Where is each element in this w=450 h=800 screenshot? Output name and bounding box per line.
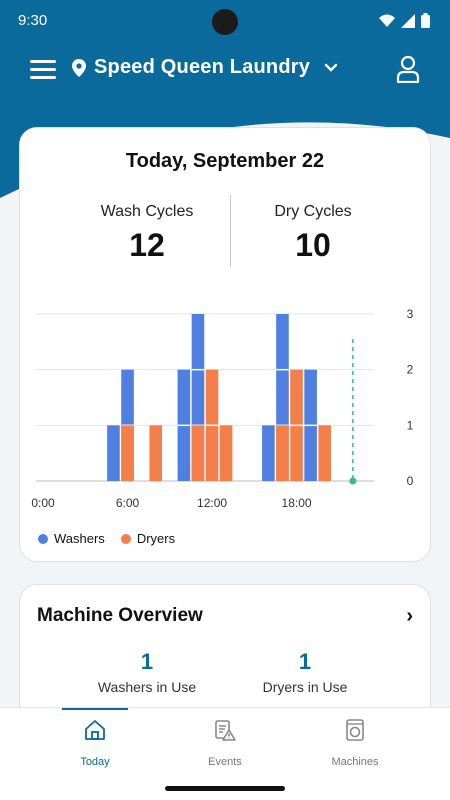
tab-today-label: Today [80, 756, 110, 768]
location-selector[interactable]: Speed Queen Laundry [72, 56, 338, 79]
dryers-in-use: 1 Dryers in Use [225, 649, 385, 695]
x-tick-label: 18:00 [282, 496, 312, 510]
tab-today[interactable]: Today [30, 708, 160, 778]
home-indicator [165, 786, 285, 791]
wash-cycles-value: 12 [129, 227, 165, 263]
camera-cutout [212, 9, 238, 35]
battery-icon [421, 13, 430, 28]
washing-machine-icon [346, 719, 364, 741]
tab-machines-label: Machines [331, 756, 379, 768]
status-icons [379, 13, 430, 28]
tab-machines[interactable]: Machines [290, 708, 420, 778]
home-icon [85, 720, 105, 740]
profile-button[interactable] [396, 55, 420, 88]
y-tick-label: 3 [407, 307, 414, 321]
tab-events-label: Events [208, 756, 242, 768]
location-pin-icon [72, 58, 86, 77]
washers-in-use: 1 Washers in Use [67, 649, 227, 695]
bar-washers [262, 425, 275, 481]
bottom-navigation: Today Events Machines [0, 707, 450, 800]
signal-icon [401, 13, 415, 28]
chevron-down-icon [324, 63, 338, 72]
chart-legend: Washers Dryers [38, 531, 175, 546]
tab-events[interactable]: Events [160, 708, 290, 778]
current-time-dot [349, 477, 357, 485]
legend-label-washers: Washers [54, 531, 105, 546]
stat-divider [230, 195, 231, 267]
dry-cycles-stat: Dry Cycles 10 [223, 203, 403, 264]
legend-washers: Washers [38, 531, 105, 546]
status-bar: 9:30 [0, 0, 450, 42]
status-time: 9:30 [18, 12, 48, 29]
overview-title: Machine Overview [37, 605, 203, 626]
dry-cycles-value: 10 [295, 227, 331, 263]
y-tick-label: 1 [407, 418, 414, 432]
bar-dryers [276, 425, 289, 481]
washers-in-use-value: 1 [140, 649, 154, 674]
legend-dot-washers [38, 533, 48, 544]
legend-dot-dryers [120, 533, 131, 544]
bar-dryers [121, 425, 134, 481]
x-tick-label: 6:00 [116, 496, 140, 510]
bar-dryers [149, 425, 162, 481]
bar-dryers [318, 425, 331, 481]
hamburger-line [30, 76, 56, 79]
y-tick-label: 0 [407, 474, 414, 488]
location-name: Speed Queen Laundry [94, 56, 311, 78]
wash-cycles-label: Wash Cycles [100, 203, 194, 220]
cycles-chart: 0 1 2 3 0:00 6:00 12:00 18:00 [31, 307, 414, 510]
clipboard-warning-icon [215, 720, 236, 741]
person-icon [396, 55, 420, 84]
app-bar: Speed Queen Laundry [0, 42, 450, 100]
y-tick-label: 2 [407, 363, 414, 377]
legend-dryers: Dryers [120, 531, 176, 546]
legend-label-dryers: Dryers [136, 531, 176, 546]
dry-cycles-label: Dry Cycles [274, 203, 352, 220]
dryers-in-use-value: 1 [298, 649, 312, 674]
hamburger-line [30, 68, 56, 71]
bar-dryers [219, 425, 233, 481]
bar-dryers [191, 425, 205, 481]
wifi-icon [379, 14, 395, 27]
x-tick-label: 12:00 [197, 496, 227, 510]
dryers-in-use-label: Dryers in Use [262, 679, 348, 695]
x-tick-label: 0:00 [31, 496, 55, 510]
bar-washers [107, 425, 120, 481]
wash-cycles-stat: Wash Cycles 12 [57, 203, 237, 264]
date-title: Today, September 22 [125, 150, 325, 172]
today-card: Today, September 22 Wash Cycles 12 Dry C… [19, 127, 431, 562]
washers-in-use-label: Washers in Use [97, 679, 197, 695]
chevron-right-icon[interactable]: › [406, 605, 413, 627]
hamburger-icon [30, 60, 56, 63]
menu-button[interactable] [30, 60, 56, 82]
